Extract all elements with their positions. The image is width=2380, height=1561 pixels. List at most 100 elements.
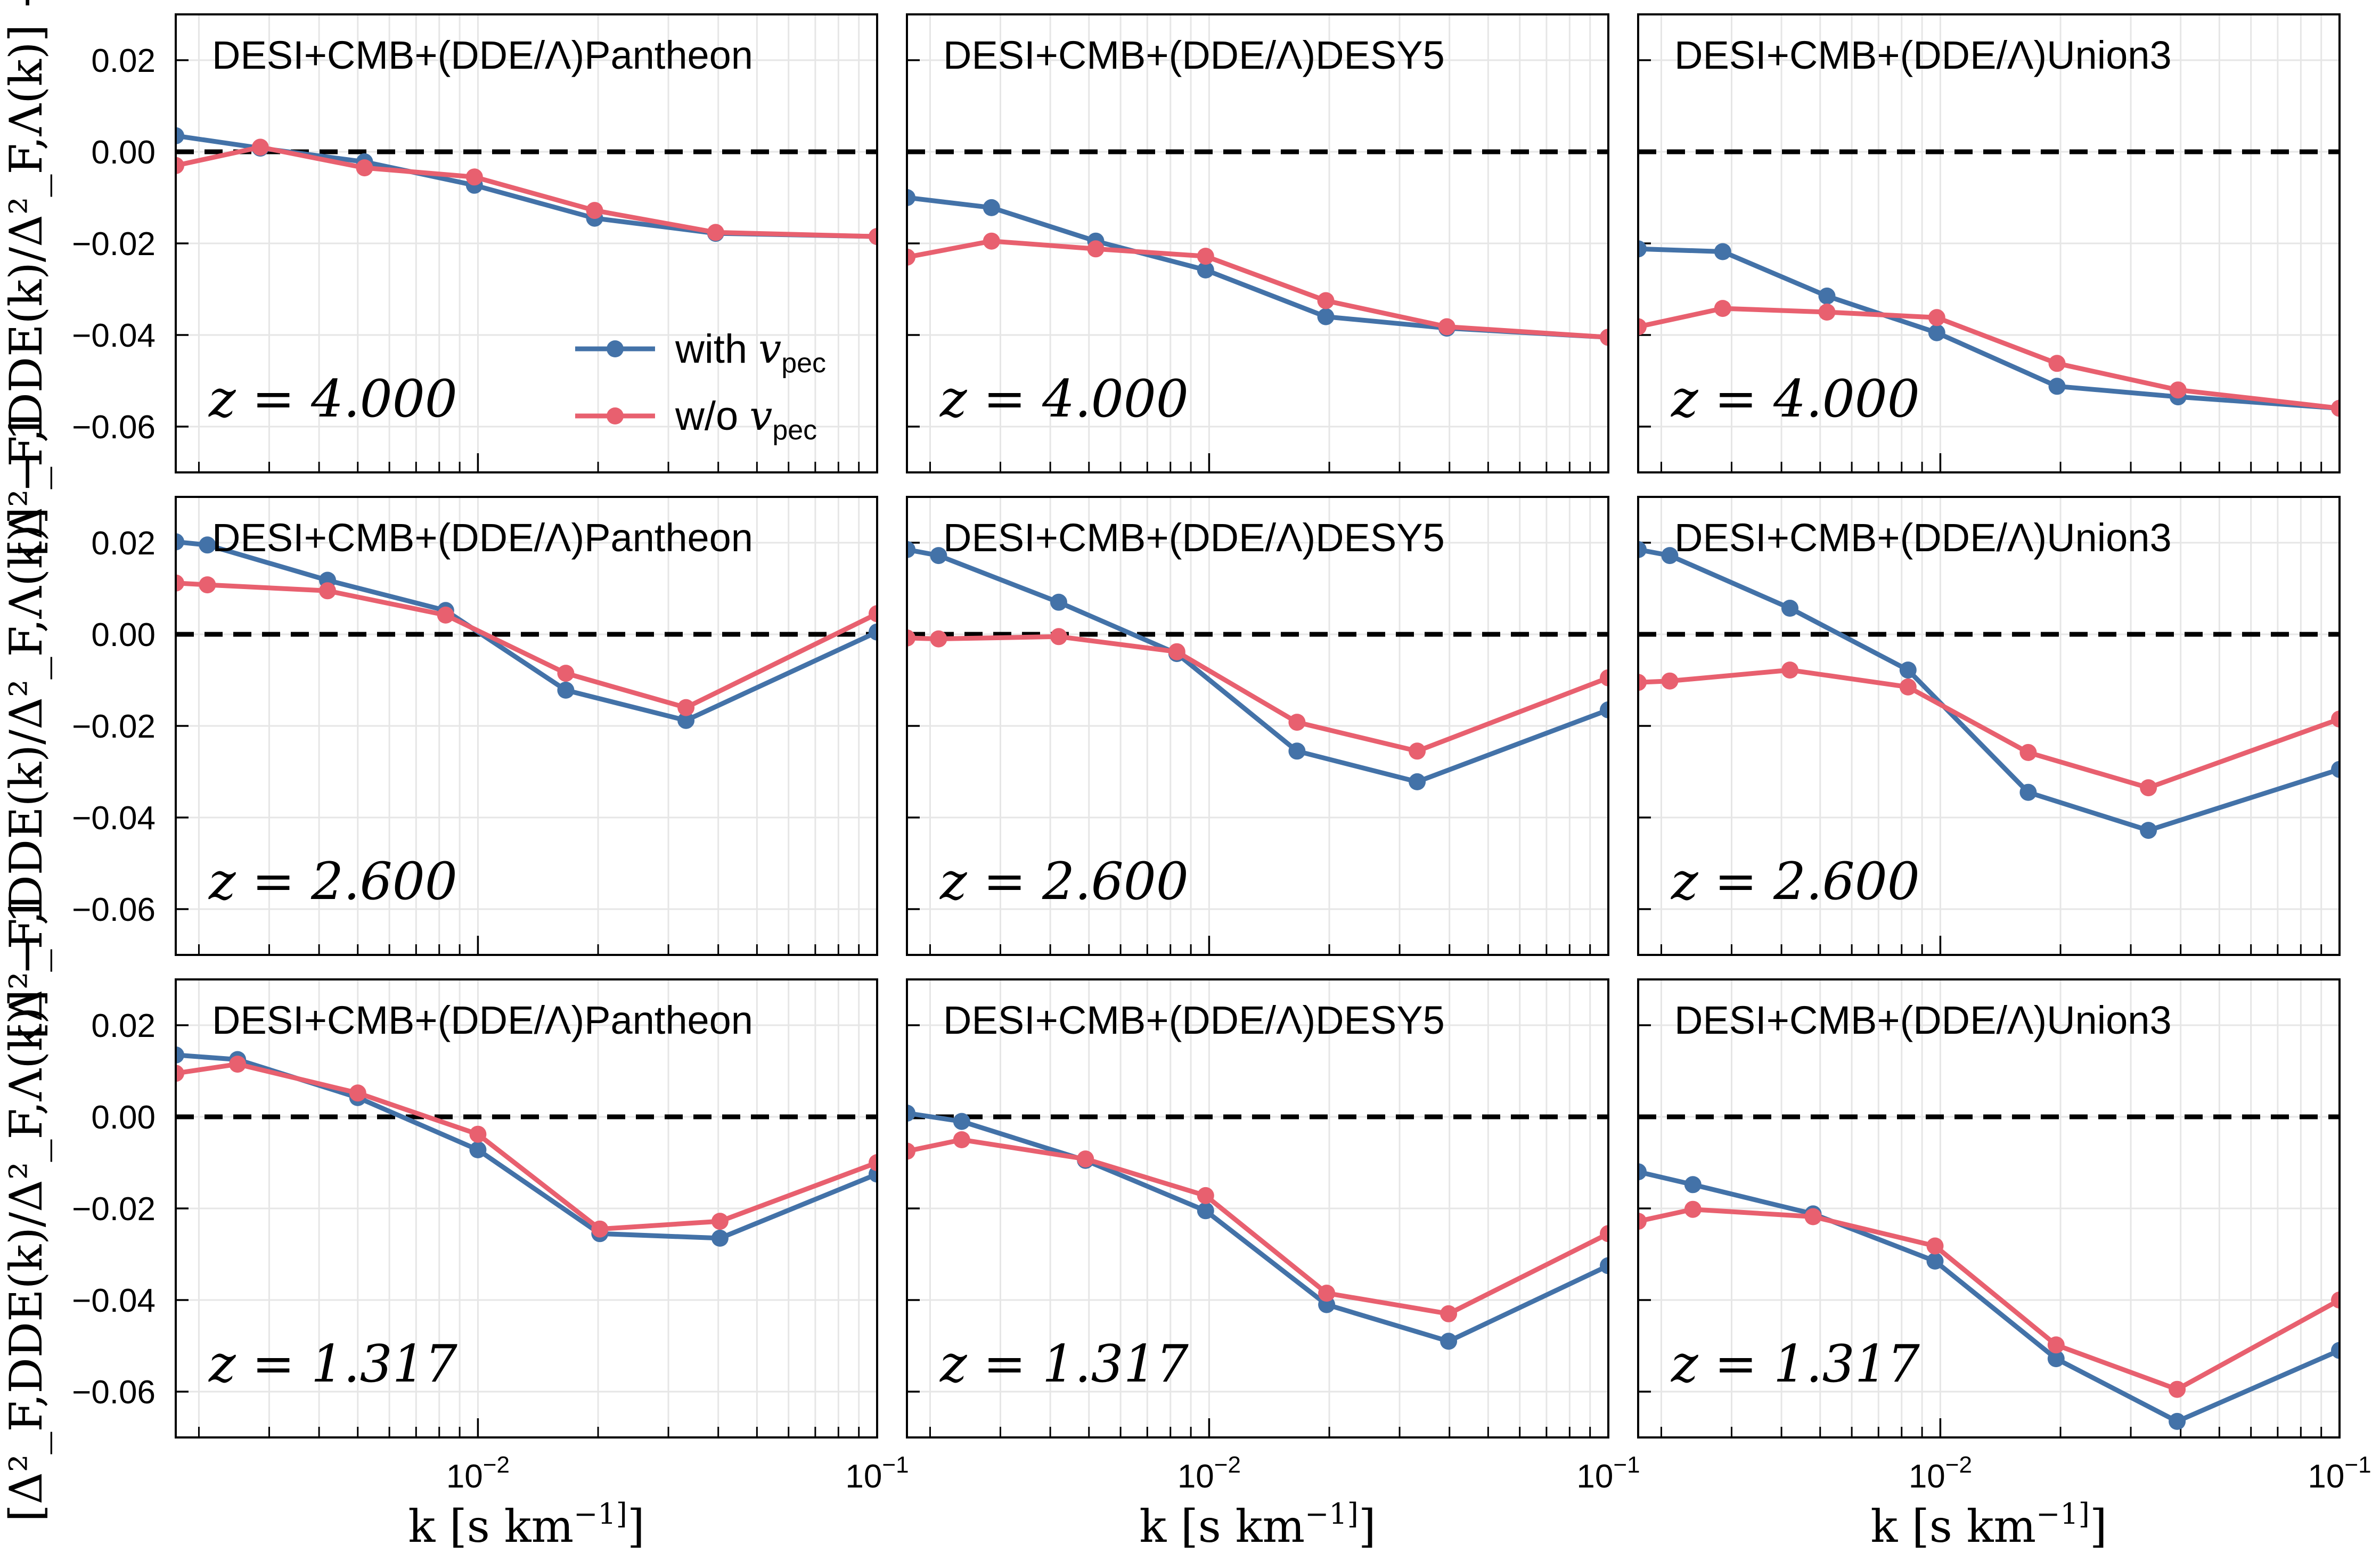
- data-point-without: [1317, 292, 1335, 309]
- plot-area: [176, 1046, 877, 1247]
- y-tick-label: −0.02: [72, 226, 156, 263]
- panel-frame: [175, 13, 878, 473]
- data-point-with: [2169, 1412, 2186, 1430]
- data-point-with: [176, 533, 184, 551]
- data-point-with: [983, 199, 1000, 216]
- plot-area: [907, 149, 1608, 346]
- data-point-without: [586, 202, 603, 219]
- data-point-with: [869, 623, 877, 641]
- data-point-with: [2047, 1350, 2065, 1368]
- data-point-without: [983, 232, 1000, 250]
- y-tick-label: 0.00: [91, 1099, 156, 1136]
- data-point-with: [1317, 308, 1335, 325]
- panel-title: DESI+CMB+(DDE/Λ)DESY5: [943, 33, 1445, 77]
- panel-frame: [906, 13, 1609, 473]
- y-tick-label: −0.04: [72, 317, 156, 354]
- panel-title: DESI+CMB+(DDE/Λ)DESY5: [943, 516, 1445, 560]
- data-point-without: [707, 224, 724, 241]
- data-point-without: [869, 605, 877, 623]
- data-point-with: [2140, 822, 2157, 839]
- series-line-with: [907, 195, 1608, 340]
- data-point-without: [1638, 1213, 1647, 1230]
- data-point-with: [907, 189, 915, 206]
- data-point-without: [1714, 300, 1731, 317]
- grid: [1638, 979, 2340, 1437]
- panel-3: DESI+CMB+(DDE/Λ)Union3 z = 4.000: [1637, 13, 2341, 473]
- series-line-without: [176, 1061, 877, 1232]
- data-point-with: [1818, 287, 1836, 305]
- data-point-without: [1926, 1237, 1944, 1255]
- panel-title: DESI+CMB+(DDE/Λ)Union3: [1674, 516, 2172, 560]
- grid: [907, 14, 1608, 472]
- redshift-label: z = 1.317: [208, 1334, 457, 1394]
- panel-frame: [1637, 496, 2341, 956]
- data-point-with: [199, 536, 216, 554]
- legend-marker: [607, 340, 624, 357]
- panel-9: DESI+CMB+(DDE/Λ)Union3 z = 1.317 10−2 10−1: [1637, 978, 2371, 1495]
- data-point-without: [1168, 643, 1185, 660]
- data-point-with: [557, 681, 575, 699]
- redshift-label: z = 2.600: [939, 852, 1189, 911]
- axis-ticks: [907, 542, 1609, 955]
- data-point-without: [591, 1220, 609, 1238]
- panel-frame: [175, 496, 878, 956]
- data-point-without: [1804, 1208, 1822, 1225]
- data-point-without: [677, 699, 695, 716]
- data-point-without: [1197, 248, 1214, 265]
- data-point-without: [1288, 714, 1306, 731]
- data-point-without: [437, 606, 454, 624]
- y-tick-label: −0.02: [72, 1191, 156, 1228]
- axis-labels: [Δ²_F,DDE(k)/Δ²_F,Λ(k)] − 1[Δ²_F,DDE(k)/…: [0, 0, 2107, 1552]
- plot-area: [176, 533, 877, 729]
- data-point-without: [356, 159, 373, 177]
- data-point-with: [930, 547, 947, 565]
- panel-title: DESI+CMB+(DDE/Λ)DESY5: [943, 998, 1445, 1042]
- grid: [1638, 14, 2340, 472]
- y-tick-label: 0.02: [91, 1008, 156, 1044]
- data-point-with: [1899, 661, 1917, 679]
- data-point-with: [1288, 742, 1306, 760]
- data-point-without: [1600, 1225, 1608, 1243]
- panel-title: DESI+CMB+(DDE/Λ)Pantheon: [212, 516, 753, 560]
- plot-area: [1638, 149, 2340, 417]
- data-point-with: [907, 541, 915, 558]
- y-tick-label: −0.02: [72, 708, 156, 745]
- x-tick-label: 10−1: [2308, 1452, 2371, 1495]
- data-point-without: [2140, 779, 2157, 797]
- x-axis-label: k [s km−1]]: [1139, 1497, 1376, 1552]
- x-tick-label: 10−2: [1909, 1452, 1972, 1495]
- y-tick-label: −0.06: [72, 892, 156, 928]
- data-point-without: [469, 1125, 487, 1143]
- series-line-with: [907, 547, 1608, 784]
- redshift-label: z = 4.000: [939, 369, 1189, 429]
- data-point-with: [1638, 240, 1647, 258]
- data-point-without: [869, 1154, 877, 1171]
- data-point-with: [907, 1105, 915, 1122]
- redshift-label: z = 1.317: [939, 1334, 1189, 1394]
- data-point-without: [2331, 710, 2340, 728]
- plot-area: [176, 127, 877, 246]
- data-point-without: [869, 228, 877, 246]
- data-point-without: [907, 248, 915, 266]
- data-point-with: [1714, 243, 1731, 260]
- redshift-label: z = 4.000: [208, 369, 457, 429]
- data-point-with: [1684, 1176, 1702, 1194]
- y-tick-label: −0.06: [72, 409, 156, 446]
- panel-frame: [906, 496, 1609, 956]
- data-point-with: [1409, 773, 1426, 790]
- data-point-without: [1600, 329, 1608, 346]
- data-point-without: [1661, 672, 1679, 690]
- panel-7: DESI+CMB+(DDE/Λ)Pantheon z = 1.317 0.02 0.0…: [72, 978, 909, 1495]
- data-point-with: [1197, 261, 1214, 279]
- data-point-with: [2048, 378, 2066, 395]
- data-point-without: [1197, 1187, 1214, 1204]
- data-point-with: [1926, 1252, 1944, 1270]
- plot-area: [907, 541, 1608, 790]
- data-point-without: [953, 1131, 970, 1148]
- data-point-without: [199, 576, 216, 594]
- panel-frame: [1637, 13, 2341, 473]
- x-tick-label: 10−1: [845, 1452, 909, 1495]
- y-tick-label: 0.00: [91, 134, 156, 171]
- y-axis-label: [Δ²_F,DDE(k)/Δ²_F,Λ(k)] − 1: [0, 895, 52, 1522]
